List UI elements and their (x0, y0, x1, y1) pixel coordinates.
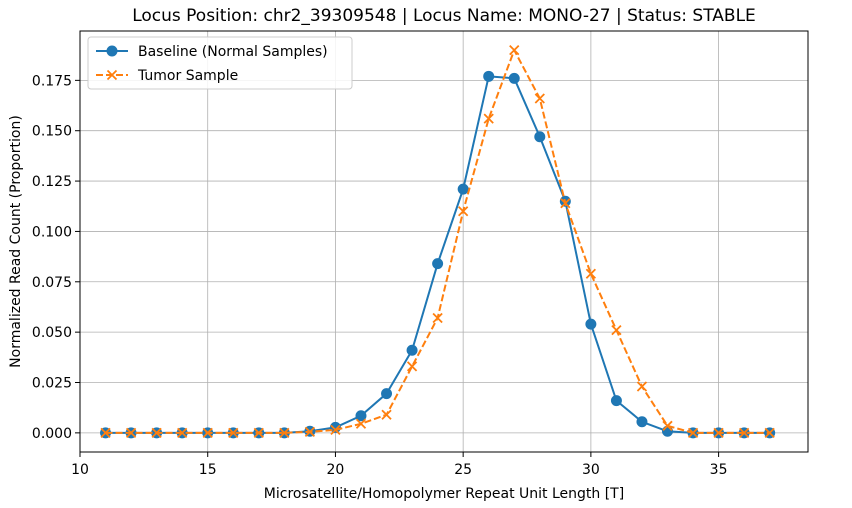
data-point (687, 427, 699, 439)
data-point (406, 344, 418, 356)
y-tick-label: 0.150 (32, 124, 72, 140)
data-point (636, 381, 648, 392)
legend-label: Tumor Sample (137, 68, 238, 84)
data-point (330, 424, 341, 435)
legend-entry: Baseline (Normal Samples) (96, 44, 328, 60)
data-point (585, 268, 597, 279)
axis-ticks: 10 15 20 25 30 35 0.000 0.025 0.050 0.075 0.100 0.1… (32, 73, 728, 478)
data-point (483, 70, 495, 82)
data-point (202, 427, 213, 439)
data-point (151, 427, 162, 439)
x-axis-title: Microsatellite/Homopolymer Repeat Unit L… (264, 486, 624, 502)
data-point (713, 427, 724, 439)
legend-box (87, 36, 353, 90)
data-point (534, 93, 545, 104)
data-point (304, 426, 316, 437)
series-2 (100, 45, 775, 439)
data-point (432, 312, 443, 324)
legend-marker (106, 69, 118, 81)
y-tick-label: 0.175 (32, 73, 72, 89)
data-point (508, 72, 520, 84)
data-point (636, 416, 648, 428)
x-tick-label: 15 (199, 462, 217, 478)
data-point (279, 427, 290, 439)
data-point (534, 131, 546, 143)
data-point (764, 427, 775, 439)
data-point (177, 427, 188, 439)
legend-label: Baseline (Normal Samples) (138, 44, 328, 60)
data-point (662, 420, 673, 431)
legend-marker (106, 45, 118, 57)
data-point (585, 318, 597, 330)
y-tick-label: 0.125 (32, 174, 72, 190)
plot-frame (79, 30, 809, 453)
y-tick-label: 0.100 (32, 224, 72, 240)
x-tick-label: 35 (710, 462, 728, 478)
data-point (228, 427, 239, 439)
data-point (458, 206, 469, 217)
legend: Baseline (Normal Samples) Tumor Sample (87, 36, 353, 90)
data-point (739, 427, 750, 439)
x-tick-label: 30 (582, 462, 600, 478)
data-point (100, 427, 111, 439)
data-point (560, 198, 571, 209)
data-point (355, 410, 367, 422)
data-point (509, 45, 520, 56)
x-tick-label: 20 (327, 462, 345, 478)
series-group (100, 45, 776, 439)
y-tick-label: 0.000 (32, 426, 72, 442)
grid (79, 31, 808, 452)
data-point (253, 427, 264, 439)
x-tick-label: 10 (71, 462, 89, 478)
y-tick-label: 0.075 (32, 275, 72, 291)
data-point (406, 361, 418, 372)
data-point (381, 409, 392, 420)
y-tick-label: 0.050 (32, 325, 72, 341)
data-point (355, 418, 367, 429)
data-point (611, 324, 622, 336)
data-point (125, 427, 137, 439)
y-axis-title: Normalized Read Count (Proportion) (8, 115, 24, 368)
data-point (381, 388, 393, 400)
data-point (483, 113, 494, 124)
x-tick-label: 25 (454, 462, 472, 478)
data-point (457, 183, 469, 195)
chart-title: Locus Position: chr2_39309548 | Locus Na… (132, 6, 756, 26)
legend-entry: Tumor Sample (96, 68, 238, 84)
data-point (432, 258, 444, 270)
data-point (610, 395, 622, 407)
y-tick-label: 0.025 (32, 376, 72, 392)
